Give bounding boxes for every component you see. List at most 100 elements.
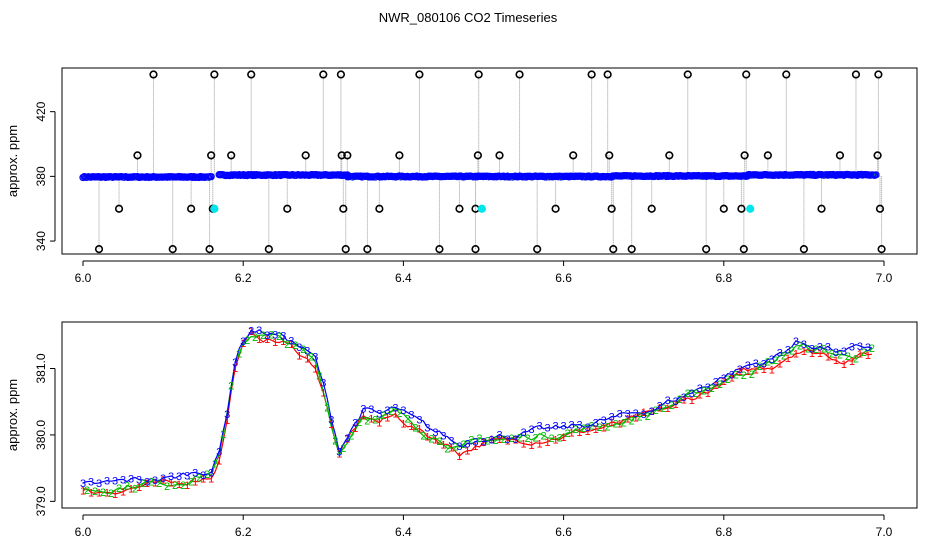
run-1-point-label: 1	[360, 411, 366, 423]
run-2-point-label: 2	[332, 435, 338, 447]
outlier-point	[702, 245, 711, 254]
chart-title: NWR_080106 CO2 Timeseries	[379, 10, 558, 25]
top-flagged-points	[210, 204, 755, 213]
outlier-point	[375, 204, 384, 213]
run-3-point-label: 3	[272, 330, 278, 342]
run-3-point-label: 3	[641, 409, 647, 421]
outlier-point	[415, 70, 424, 79]
run-3-point-label: 3	[793, 336, 799, 348]
run-3-point-label: 3	[128, 474, 134, 486]
run-1-point-label: 1	[88, 487, 94, 499]
run-1-point-label: 1	[585, 426, 591, 438]
top-x-tick-label: 6.8	[715, 271, 732, 285]
run-2-point-label: 2	[356, 417, 362, 429]
run-2-point-label: 2	[549, 433, 555, 445]
run-2-point-label: 2	[845, 351, 851, 363]
run-3-point-label: 3	[681, 392, 687, 404]
outlier-point	[607, 204, 616, 213]
run-2-point-label: 2	[733, 370, 739, 382]
run-2-point-label: 2	[869, 343, 875, 355]
run-3-point-label: 3	[649, 406, 655, 418]
run-1-point-label: 1	[849, 356, 855, 368]
bottom-x-tick-label: 7.0	[876, 525, 893, 539]
outlier-point	[495, 151, 504, 160]
run-2-point-label: 2	[757, 361, 763, 373]
bottom-series-lines	[82, 329, 873, 495]
run-2-point-label: 2	[156, 478, 162, 490]
run-2-point-label: 2	[348, 430, 354, 442]
run-2-point-label: 2	[781, 350, 787, 362]
run-2-point-label: 2	[380, 410, 386, 422]
run-2-point-label: 2	[108, 488, 114, 500]
run-1-point-label: 1	[857, 348, 863, 360]
run-3-point-label: 3	[232, 357, 238, 369]
outlier-point	[835, 151, 845, 160]
run-1-point-label: 1	[200, 474, 206, 486]
run-2-point-label: 2	[749, 369, 755, 381]
outlier-point	[782, 70, 791, 79]
outlier-point	[874, 70, 883, 79]
top-plot-frame	[61, 67, 918, 255]
run-2-point-label: 2	[516, 433, 522, 445]
run-1-point-label: 1	[336, 449, 342, 461]
run-2-point-label: 2	[292, 340, 298, 352]
run-2-point-label: 2	[645, 411, 651, 423]
run-2-point-label: 2	[180, 480, 186, 492]
outlier-point	[301, 151, 310, 160]
top-y-tick-label: 380	[34, 166, 48, 186]
outlier-point	[515, 70, 524, 79]
run-1-point-label: 1	[641, 407, 647, 419]
run-2-point-label: 2	[212, 459, 218, 471]
run-2-point-label: 2	[765, 356, 771, 368]
run-3-point-label: 3	[256, 325, 262, 337]
run-2-point-label: 2	[589, 421, 595, 433]
run-3-point-label: 3	[745, 360, 751, 372]
run-1-point-label: 1	[456, 451, 462, 463]
run-1-point-label: 1	[817, 348, 823, 360]
run-1-point-label: 1	[833, 355, 839, 367]
outlier-point	[627, 245, 636, 254]
top-x-tick-label: 7.0	[876, 271, 893, 285]
run-1-point-label: 1	[120, 487, 126, 499]
bottom-y-axis-label: approx. ppm	[5, 379, 20, 451]
run-2-point-label: 2	[100, 487, 106, 499]
run-1-point-label: 1	[472, 441, 478, 453]
run-3-point-label: 3	[440, 431, 446, 443]
run-1-point-label: 1	[272, 337, 278, 349]
run-1-point-label: 1	[488, 434, 494, 446]
run-1-point-label: 1	[224, 415, 230, 427]
run-1-point-label: 1	[320, 388, 326, 400]
run-2-point-label: 2	[533, 432, 539, 444]
run-1-point-label: 1	[569, 427, 575, 439]
run-1-point-label: 1	[440, 439, 446, 451]
run-1-point-label: 1	[464, 446, 470, 458]
bottom-x-tick-label: 6.0	[75, 525, 92, 539]
run-3-point-label: 3	[617, 408, 623, 420]
run-2-point-label: 2	[444, 443, 450, 455]
outlier-point	[341, 245, 350, 254]
run-3-point-label: 3	[352, 418, 358, 430]
outlier-point	[873, 151, 882, 160]
top-y-axis: 340 380 420	[34, 101, 56, 251]
run-3-point-label: 3	[865, 342, 871, 354]
run-3-point-label: 3	[673, 396, 679, 408]
run-2-point-label: 2	[164, 481, 170, 493]
run-3-point-label: 3	[208, 467, 214, 479]
run-1-point-label: 1	[352, 423, 358, 435]
run-3-point-label: 3	[577, 420, 583, 432]
run-2-point-label: 2	[436, 436, 442, 448]
run-1-point-label: 1	[729, 372, 735, 384]
run-2-point-label: 2	[821, 344, 827, 356]
run-2-point-label: 2	[404, 413, 410, 425]
run-1-point-label: 1	[561, 432, 567, 444]
run-3-point-label: 3	[432, 427, 438, 439]
run-3-point-label: 3	[841, 346, 847, 358]
run-1-point-label: 1	[144, 478, 150, 490]
run-3-point-label: 3	[304, 346, 310, 358]
run-2-point-label: 2	[661, 403, 667, 415]
run-1-point-label: 1	[713, 380, 719, 392]
run-2-point-label: 2	[132, 483, 138, 495]
outlier-point	[339, 204, 348, 213]
run-1-point-label: 1	[248, 326, 254, 338]
